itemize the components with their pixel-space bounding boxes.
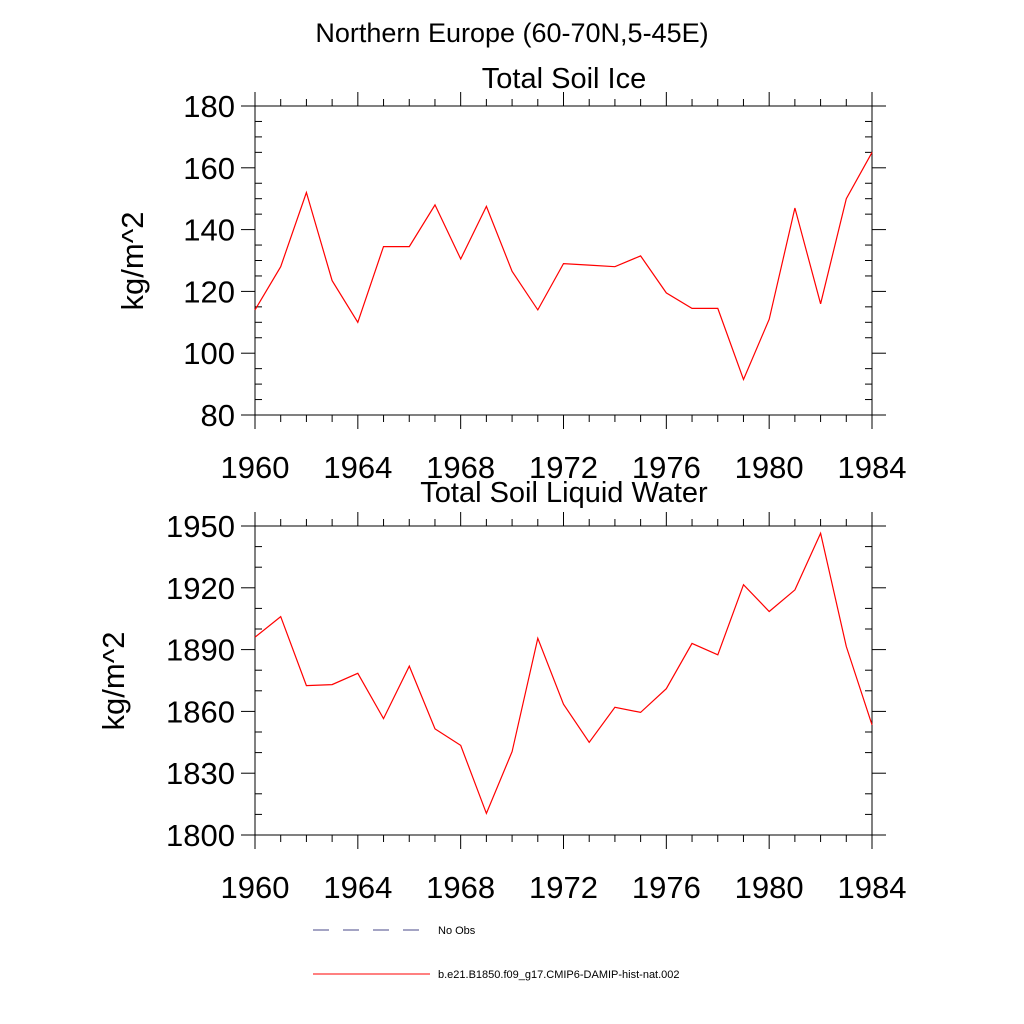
y-tick-label: 80: [201, 398, 235, 433]
x-tick-label: 1972: [529, 870, 598, 905]
plot-frame: [254, 105, 873, 416]
y-tick-label: 1860: [166, 694, 235, 729]
y-tick-label: 1830: [166, 756, 235, 791]
y-tick-label: 100: [183, 336, 235, 371]
x-tick-label: 1980: [735, 450, 804, 485]
series-line: [254, 531, 873, 816]
y-tick-label: 160: [183, 151, 235, 186]
legend: No Obs b.e21.B1850.f09_g17.CMIP6-DAMIP-h…: [313, 925, 680, 981]
chart-title: Total Soil Liquid Water: [420, 477, 708, 509]
y-tick-label: 120: [183, 274, 235, 309]
x-tick-label: 1968: [426, 870, 495, 905]
y-axis-label: kg/m^2: [115, 212, 150, 311]
x-tick-label: 1964: [323, 450, 392, 485]
y-axis-label: kg/m^2: [96, 632, 131, 731]
x-tick-label: 1964: [323, 870, 392, 905]
legend-label-series: b.e21.B1850.f09_g17.CMIP6-DAMIP-hist-nat…: [438, 969, 680, 981]
x-tick-label: 1976: [632, 870, 701, 905]
x-tick-label: 1984: [838, 450, 907, 485]
y-tick-label: 180: [183, 89, 235, 124]
main-title: Northern Europe (60-70N,5-45E): [315, 18, 708, 48]
y-tick-label: 1800: [166, 818, 235, 853]
series-line: [254, 152, 873, 382]
chart-panel-soil-liquid-water: Total Soil Liquid Water kg/m^2 1800 1830 1…: [96, 477, 906, 905]
y-tick-label: 1890: [166, 633, 235, 668]
chart-title: Total Soil Ice: [482, 63, 646, 95]
x-tick-label: 1984: [838, 870, 907, 905]
chart-panel-soil-ice: Total Soil Ice kg/m^2 80 100 120 140 160 180 1…: [115, 63, 906, 485]
x-tick-label: 1976: [632, 450, 701, 485]
y-tick-label: 140: [183, 213, 235, 248]
x-tick-label: 1960: [221, 450, 290, 485]
x-tick-label: 1980: [735, 870, 804, 905]
plot-frame: [254, 525, 873, 836]
legend-label-no-obs: No Obs: [438, 925, 476, 937]
x-tick-label: 1968: [426, 450, 495, 485]
y-tick-label: 1950: [166, 509, 235, 544]
y-tick-label: 1920: [166, 571, 235, 606]
x-tick-label: 1972: [529, 450, 598, 485]
x-tick-label: 1960: [221, 870, 290, 905]
